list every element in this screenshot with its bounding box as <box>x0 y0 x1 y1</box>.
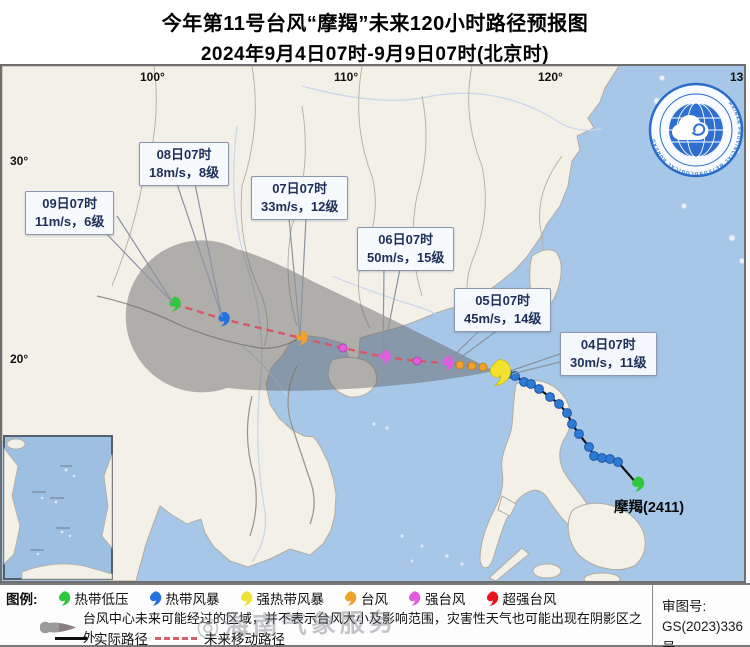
callout-d06: 06日07时 50m/s，15级 <box>357 227 455 272</box>
callout-time: 06日07时 <box>378 232 434 247</box>
lon-tick-130: 130° <box>730 70 744 84</box>
forecast-points <box>338 343 488 372</box>
approval-number: GS(2023)336号 <box>662 619 744 647</box>
callout-time: 07日07时 <box>272 181 328 196</box>
legend-categories-row: 图例: 热带低压 热带风暴 强热带风暴 台风 <box>6 588 557 608</box>
legend-cat-label: 强台风 <box>425 592 466 607</box>
legend-cat-ts: 热带风暴 <box>147 588 220 608</box>
lat-tick-30: 30° <box>10 154 29 168</box>
callout-wind: 18m/s，8级 <box>149 165 220 181</box>
typhoon-icon <box>406 591 421 606</box>
storm-name-label: 摩羯(2411) <box>614 500 685 516</box>
legend-label: 图例: <box>6 592 38 607</box>
cone-note: 台风中心未来可能经过的区域，并不表示台风大小及影响范围，灾害性天气也可能出现在阴… <box>82 611 642 645</box>
callout-wind: 50m/s，15级 <box>367 250 445 266</box>
service-watermark: ◎海南气象服务 <box>196 602 398 643</box>
hainan-island <box>327 356 377 398</box>
legend-cat-label: 热带风暴 <box>165 592 220 607</box>
rivers <box>233 85 603 563</box>
actual-path-label: 实际路径 <box>94 632 148 647</box>
callout-time: 05日07时 <box>475 293 531 308</box>
callout-time: 09日07时 <box>42 196 98 211</box>
inset-map <box>3 435 113 580</box>
forecast-cone <box>125 240 494 393</box>
callout-d05: 05日07时 45m/s，14级 <box>454 288 552 333</box>
callout-time: 04日07时 <box>580 337 636 352</box>
actual-track-points <box>503 369 623 467</box>
legend-bar: 图例: 热带低压 热带风暴 强热带风暴 台风 <box>0 583 750 647</box>
forecast-path-sample <box>155 636 197 640</box>
lon-tick-110: 110° <box>334 70 359 84</box>
map-canvas: HAINAN PROVINCIAL METEOROLOGICAL BUREAU <box>2 66 744 581</box>
luzon-island <box>479 379 594 569</box>
typhoon-icon <box>484 591 499 606</box>
approval-label: 审图号: <box>662 599 707 614</box>
legend-cat-sty: 强台风 <box>406 588 466 608</box>
callout-leaders <box>99 183 561 375</box>
typhoon-icon <box>56 591 71 606</box>
legend-cone-row: 台风中心未来可能经过的区域，并不表示台风大小及影响范围，灾害性天气也可能出现在阴… <box>40 608 652 646</box>
callout-wind: 30m/s，11级 <box>570 355 647 371</box>
legend-left: 图例: 热带低压 热带风暴 强热带风暴 台风 <box>0 585 653 647</box>
bureau-logo: HAINAN PROVINCIAL METEOROLOGICAL BUREAU <box>648 82 744 178</box>
lon-tick-100: 100° <box>140 70 165 84</box>
typhoon-icon <box>238 591 253 606</box>
forecast-path-label: 未来移动路径 <box>204 632 285 647</box>
page-subtitle: 2024年9月4日07时-9月9日07时(北京时) <box>200 44 550 65</box>
typhoon-icon <box>147 591 162 606</box>
title-bar: 今年第11号台风“摩羯”未来120小时路径预报图 2024年9月4日07时-9月… <box>0 0 750 65</box>
legend-cat-label: 台风 <box>361 592 388 607</box>
callout-wind: 11m/s，6级 <box>35 214 105 230</box>
legend-cat-sts: 强热带风暴 <box>238 588 325 608</box>
lon-tick-120: 120° <box>538 70 563 84</box>
legend-cat-label: 热带低压 <box>74 592 129 607</box>
legend-cat-td: 热带低压 <box>56 588 129 608</box>
watermark-swirl-icon: ◎ <box>195 610 225 642</box>
callout-time: 08日07时 <box>156 147 212 162</box>
callout-d09: 09日07时 11m/s，6级 <box>25 191 115 236</box>
callout-wind: 33m/s，12级 <box>261 199 339 215</box>
legend-cat-label: 超强台风 <box>502 592 557 607</box>
callout-d04: 04日07时 30m/s，11级 <box>560 332 657 377</box>
cone-icon <box>40 621 76 633</box>
legend-cat-ty: 台风 <box>342 588 388 608</box>
watermark-text: 海南气象服务 <box>223 608 398 641</box>
lat-tick-20: 20° <box>10 352 29 366</box>
callout-wind: 45m/s，14级 <box>464 311 542 327</box>
callout-d08: 08日07时 18m/s，8级 <box>139 142 230 187</box>
map-approval-number: 审图号: GS(2023)336号 <box>662 597 750 647</box>
legend-cat-label: 强热带风暴 <box>256 592 325 607</box>
legend-paths-row: 实际路径 未来移动路径 <box>55 628 285 647</box>
callout-d07: 07日07时 33m/s，12级 <box>251 176 349 221</box>
islands <box>327 249 646 581</box>
page-title: 今年第11号台风“摩羯”未来120小时路径预报图 <box>161 13 589 35</box>
mainland-landmass <box>2 66 620 581</box>
legend-cat-super-ty: 超强台风 <box>484 588 557 608</box>
country-borders <box>96 295 315 537</box>
actual-path-sample <box>55 636 87 640</box>
forecast-map: HAINAN PROVINCIAL METEOROLOGICAL BUREAU <box>0 64 746 583</box>
